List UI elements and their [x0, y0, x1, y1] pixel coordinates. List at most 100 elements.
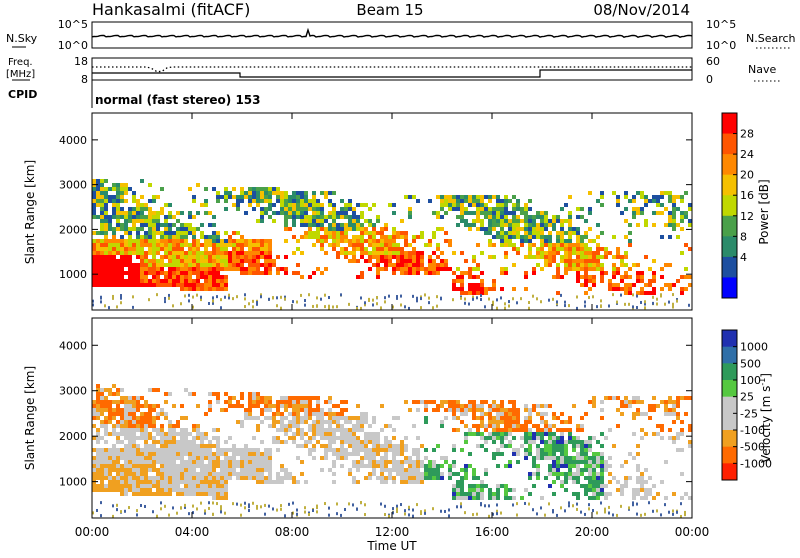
- heatmap-cell: [360, 456, 364, 460]
- heatmap-cell: [368, 255, 372, 259]
- heatmap-cell: [144, 251, 148, 255]
- heatmap-cell: [544, 404, 548, 408]
- heatmap-cell: [208, 472, 212, 476]
- heatmap-cell: [380, 239, 384, 243]
- heatmap-cell: [520, 227, 524, 231]
- heatmap-cell: [252, 436, 256, 440]
- heatmap-cell: [100, 408, 104, 412]
- heatmap-cell: [192, 424, 196, 428]
- heatmap-cell: [500, 243, 504, 247]
- heatmap-cell: [336, 456, 340, 460]
- heatmap-cell: [380, 468, 384, 472]
- heatmap-cell: [632, 215, 636, 219]
- heatmap-cell: [260, 207, 264, 211]
- heatmap-cell: [648, 279, 652, 283]
- heatmap-cell: [352, 247, 356, 251]
- heatmap-cell: [148, 267, 152, 271]
- heatmap-cell: [340, 231, 344, 235]
- heatmap-cell: [240, 247, 244, 251]
- heatmap-cell: [616, 251, 620, 255]
- heatmap-cell: [220, 472, 224, 476]
- heatmap-cell: [140, 235, 144, 239]
- heatmap-cell: [128, 187, 132, 191]
- heatmap-cell: [112, 452, 116, 456]
- heatmap-cell: [456, 199, 460, 203]
- heatmap-cell: [292, 511, 294, 515]
- heatmap-cell: [200, 267, 204, 271]
- heatmap-cell: [580, 468, 584, 472]
- heatmap-cell: [588, 484, 592, 488]
- heatmap-cell: [364, 259, 368, 263]
- heatmap-cell: [540, 239, 544, 243]
- heatmap-cell: [680, 502, 682, 506]
- heatmap-cell: [236, 448, 240, 452]
- heatmap-cell: [108, 472, 112, 476]
- heatmap-cell: [688, 275, 692, 279]
- heatmap-cell: [180, 231, 184, 235]
- heatmap-cell: [232, 239, 236, 243]
- cpid-panel: CPID normal (fast stereo) 153: [8, 80, 261, 108]
- heatmap-cell: [152, 510, 154, 514]
- heatmap-cell: [640, 488, 644, 492]
- heatmap-cell: [256, 247, 260, 251]
- heatmap-cell: [400, 448, 404, 452]
- heatmap-cell: [596, 199, 600, 203]
- heatmap-cell: [132, 412, 136, 416]
- heatmap-cell: [480, 287, 484, 291]
- heatmap-cell: [504, 432, 508, 436]
- heatmap-cell: [120, 259, 124, 263]
- heatmap-cell: [248, 203, 252, 207]
- heatmap-cell: [192, 392, 196, 396]
- heatmap-cell: [636, 207, 640, 211]
- heatmap-cell: [288, 199, 292, 203]
- heatmap-cell: [280, 507, 282, 511]
- heatmap-cell: [552, 412, 556, 416]
- heatmap-cell: [564, 460, 568, 464]
- heatmap-cell: [272, 187, 276, 191]
- heatmap-cell: [112, 231, 116, 235]
- heatmap-cell: [532, 294, 534, 298]
- heatmap-cell: [668, 283, 672, 287]
- heatmap-cell: [112, 235, 116, 239]
- heatmap-cell: [284, 203, 288, 207]
- heatmap-cell: [380, 267, 384, 271]
- heatmap-cell: [180, 287, 184, 291]
- heatmap-cell: [216, 259, 220, 263]
- heatmap-cell: [316, 506, 318, 510]
- heatmap-cell: [344, 235, 348, 239]
- heatmap-cell: [104, 267, 108, 271]
- heatmap-cell: [448, 400, 452, 404]
- heatmap-cell: [600, 484, 604, 488]
- heatmap-cell: [352, 440, 356, 444]
- heatmap-cell: [452, 408, 456, 412]
- heatmap-cell: [612, 255, 616, 259]
- heatmap-cell: [472, 259, 476, 263]
- heatmap-cell: [360, 247, 364, 251]
- heatmap-cell: [688, 247, 692, 251]
- heatmap-cell: [444, 199, 448, 203]
- heatmap-cell: [404, 448, 408, 452]
- heatmap-cell: [496, 416, 500, 420]
- heatmap-cell: [376, 251, 380, 255]
- heatmap-cell: [284, 404, 288, 408]
- heatmap-cell: [676, 404, 680, 408]
- heatmap-cell: [536, 456, 540, 460]
- heatmap-cell: [108, 219, 112, 223]
- heatmap-cell: [352, 436, 356, 440]
- heatmap-cell: [252, 191, 256, 195]
- heatmap-cell: [660, 400, 664, 404]
- heatmap-cell: [564, 251, 568, 255]
- heatmap-cell: [152, 259, 156, 263]
- heatmap-cell: [376, 263, 380, 267]
- heatmap-cell: [92, 464, 96, 468]
- heatmap-cell: [568, 436, 572, 440]
- heatmap-cell: [352, 211, 356, 215]
- heatmap-cell: [184, 464, 188, 468]
- heatmap-cell: [500, 271, 504, 275]
- heatmap-cell: [596, 472, 600, 476]
- heatmap-cell: [564, 456, 568, 460]
- heatmap-cell: [544, 255, 548, 259]
- heatmap-cell: [656, 509, 658, 513]
